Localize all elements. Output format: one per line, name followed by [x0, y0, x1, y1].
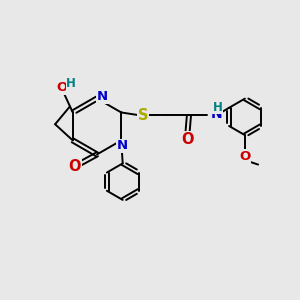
Text: H: H — [66, 76, 76, 89]
Text: O: O — [69, 159, 81, 174]
Text: N: N — [117, 139, 128, 152]
Text: H: H — [213, 101, 222, 114]
Text: N: N — [97, 91, 108, 103]
Text: O: O — [181, 132, 194, 147]
Text: N: N — [210, 107, 222, 121]
Text: O: O — [239, 150, 250, 163]
Text: S: S — [138, 108, 148, 123]
Text: O: O — [57, 81, 68, 94]
